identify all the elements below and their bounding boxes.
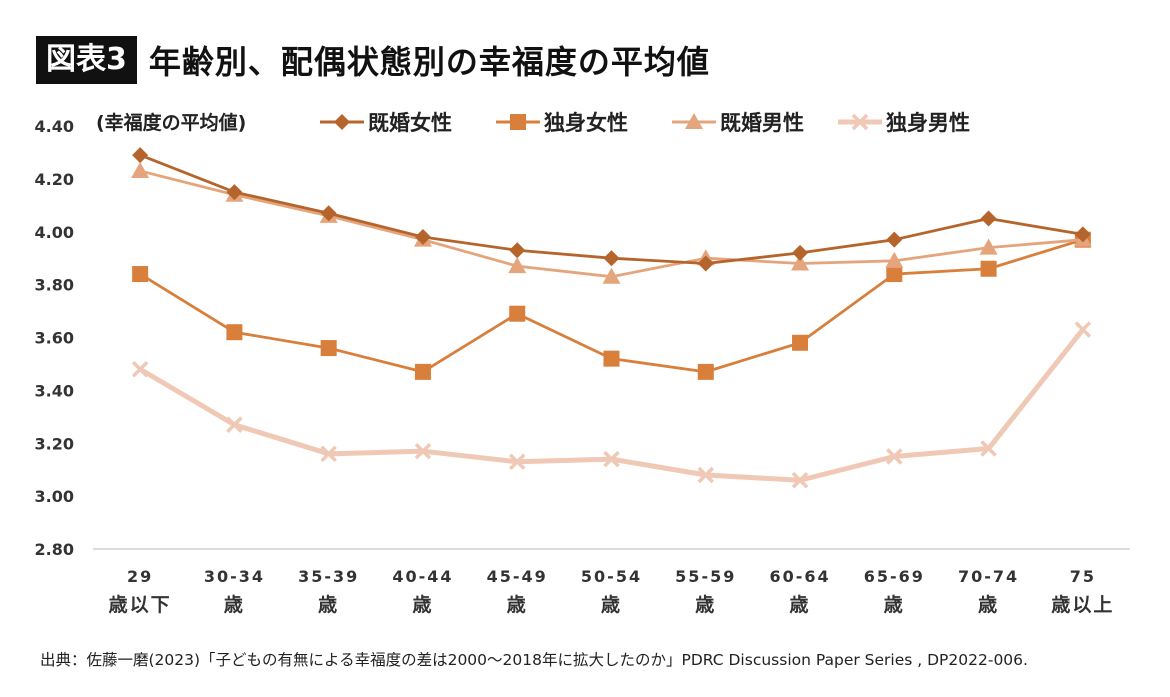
legend-marker <box>334 114 350 130</box>
data-point <box>226 324 243 341</box>
data-point <box>132 266 149 283</box>
data-point <box>791 472 809 489</box>
x-axis: 29 歳以下 30-34 歳 35-39 歳 40-44 歳 45-49 歳 50-54 歳 55-59… <box>93 548 1130 616</box>
legend-label: 独身女性 <box>544 111 628 135</box>
data-point <box>414 442 432 460</box>
y-tick-label: 4.40 <box>35 117 74 136</box>
line-chart: 2.80 3.00 3.20 3.40 3.60 3.80 4.00 4.20 4.40 29 歳… <box>35 111 1130 616</box>
x-tick-label: 35-39 <box>298 567 359 586</box>
x-tick-label-unit: 歳以上 <box>1051 594 1114 616</box>
x-tick-label: 60-64 <box>769 567 830 586</box>
data-point <box>602 267 621 284</box>
y-tick-label: 3.00 <box>35 487 74 506</box>
x-tick-label: 65-69 <box>864 567 925 586</box>
x-tick-label: 45-49 <box>487 567 548 586</box>
y-tick-label: 3.20 <box>35 434 74 453</box>
data-point <box>509 242 526 259</box>
legend-label: 既婚女性 <box>368 111 452 135</box>
x-tick-label-unit: 歳 <box>601 594 622 616</box>
legend-item: 既婚女性 <box>320 111 452 135</box>
data-point <box>226 416 243 433</box>
data-point <box>320 340 337 357</box>
data-point <box>131 161 150 178</box>
data-point <box>886 266 903 283</box>
data-point <box>603 450 620 468</box>
data-point <box>980 440 997 457</box>
x-tick-label: 70-74 <box>958 567 1019 586</box>
source-note: 出典：佐藤一磨(2023)「子どもの有無による幸福度の差は2000～2018年に… <box>40 651 1028 669</box>
data-point <box>791 254 810 271</box>
data-point <box>603 350 620 367</box>
figure-number-badge: 図表3 <box>36 36 137 84</box>
data-point <box>131 360 149 378</box>
data-point <box>414 229 431 246</box>
data-point <box>508 453 526 470</box>
legend-marker <box>510 114 526 130</box>
data-point <box>697 466 715 484</box>
x-tick-label-unit: 歳 <box>884 594 905 616</box>
y-tick-label: 3.40 <box>35 381 74 400</box>
x-tick-label: 30-34 <box>204 567 265 586</box>
data-point <box>603 250 620 267</box>
data-point <box>886 448 903 465</box>
y-axis-label: (幸福度の平均値) <box>96 111 246 134</box>
legend: 既婚女性 独身女性 既婚男性 独身男性 <box>320 111 970 135</box>
data-point <box>792 244 809 261</box>
chart-title: 年齢別、配偶状態別の幸福度の平均値 <box>148 43 710 81</box>
x-tick-label-unit: 歳 <box>695 594 716 616</box>
legend-label: 既婚男性 <box>720 111 804 135</box>
data-point <box>980 260 997 277</box>
x-tick-label-unit: 歳 <box>412 594 433 616</box>
legend-item: 独身男性 <box>838 111 970 135</box>
series-3 <box>131 321 1092 489</box>
legend-item: 独身女性 <box>496 111 628 135</box>
y-tick-label: 3.80 <box>35 276 74 295</box>
legend-label: 独身男性 <box>886 111 970 135</box>
series-1 <box>132 231 1091 380</box>
legend-item: 既婚男性 <box>672 111 804 135</box>
data-point <box>226 184 243 201</box>
data-point <box>980 210 997 227</box>
data-point <box>509 305 526 322</box>
x-tick-label: 29 <box>127 567 153 586</box>
chart-header: 図表3 年齢別、配偶状態別の幸福度の平均値 <box>36 34 710 86</box>
x-tick-label-unit: 歳 <box>507 594 528 616</box>
data-point <box>414 363 431 380</box>
data-point <box>885 251 904 268</box>
data-point <box>320 445 337 463</box>
y-tick-label: 2.80 <box>35 540 74 559</box>
y-axis: 2.80 3.00 3.20 3.40 3.60 3.80 4.00 4.20 4.40 <box>35 117 74 559</box>
y-tick-label: 3.60 <box>35 329 74 348</box>
legend-marker <box>851 113 869 131</box>
data-point <box>979 238 998 255</box>
series-0 <box>132 147 1091 272</box>
legend-marker <box>685 113 703 129</box>
data-point <box>1074 321 1092 338</box>
y-tick-label: 4.20 <box>35 170 74 189</box>
data-point <box>132 147 149 164</box>
data-point <box>508 257 527 274</box>
x-tick-label: 55-59 <box>675 567 736 586</box>
data-point <box>886 231 903 248</box>
series-line <box>139 153 1084 265</box>
x-tick-label: 75 <box>1070 567 1096 586</box>
data-point <box>697 255 714 272</box>
x-tick-label-unit: 歳 <box>978 594 999 616</box>
x-tick-label-unit: 歳以下 <box>109 594 172 616</box>
x-tick-label: 50-54 <box>581 567 642 586</box>
data-point <box>792 334 809 351</box>
data-point <box>1074 226 1091 243</box>
data-point <box>320 205 337 222</box>
y-tick-label: 4.00 <box>35 223 74 242</box>
x-tick-label-unit: 歳 <box>318 594 339 616</box>
x-tick-label: 40-44 <box>392 567 453 586</box>
x-tick-label-unit: 歳 <box>224 594 245 616</box>
series-lines <box>131 147 1092 489</box>
x-tick-label-unit: 歳 <box>790 594 811 616</box>
data-point <box>697 363 714 380</box>
